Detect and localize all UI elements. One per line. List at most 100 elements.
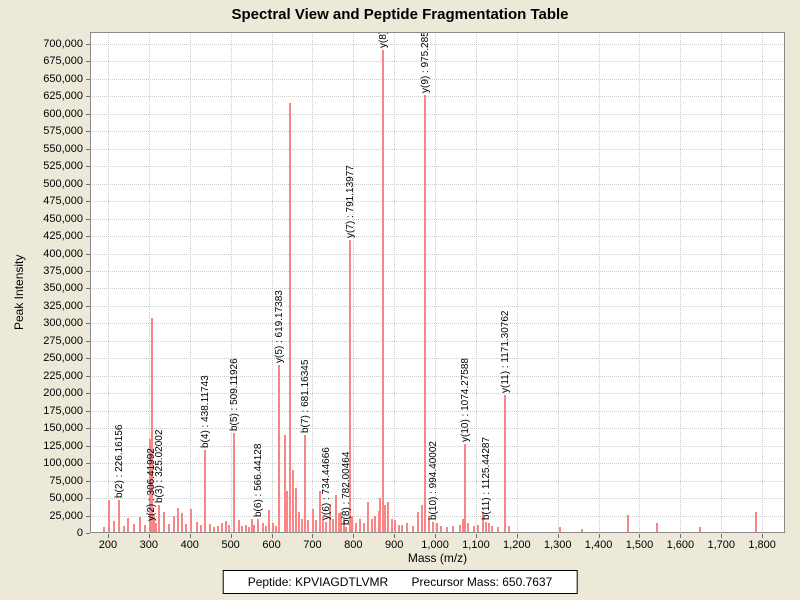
tick-mark	[516, 534, 518, 538]
gridline	[90, 43, 785, 45]
peak	[268, 509, 270, 533]
tick-mark	[148, 534, 150, 538]
peak	[351, 515, 353, 533]
peak	[436, 522, 438, 533]
peak	[401, 524, 403, 533]
peak	[127, 518, 129, 533]
peak	[257, 519, 259, 533]
tick-mark	[86, 61, 90, 63]
peak	[275, 526, 277, 533]
peak	[482, 512, 484, 533]
peak	[485, 521, 487, 533]
y-tick-label: 50,000	[49, 492, 83, 505]
peak	[382, 50, 384, 533]
gridline	[90, 410, 785, 412]
gridline	[394, 32, 396, 533]
gridline	[90, 113, 785, 115]
gridline	[189, 32, 191, 533]
gridline	[639, 32, 641, 533]
tick-mark	[312, 534, 314, 538]
tick-mark	[557, 534, 559, 538]
plot-area[interactable]: b(2) : 226.16156 y(2) : 306.41992 b(3) : 3…	[90, 32, 785, 533]
tick-mark	[721, 534, 723, 538]
peak	[241, 526, 243, 533]
peak	[123, 526, 125, 533]
tick-mark	[107, 534, 109, 538]
peak	[322, 515, 324, 533]
y-tick-label: 225,000	[43, 369, 83, 382]
peak	[151, 318, 153, 533]
peak	[155, 523, 157, 533]
x-tick-label: 600	[262, 539, 281, 551]
y-tick-label: 25,000	[49, 509, 83, 522]
y-tick-label: 125,000	[43, 439, 83, 452]
peak	[491, 526, 493, 533]
y-tick-label: 0	[76, 527, 83, 539]
peak	[103, 527, 105, 533]
tick-mark	[86, 410, 90, 412]
peak	[295, 487, 297, 533]
x-tick-label: 1,000	[421, 539, 449, 551]
tick-mark	[86, 463, 90, 465]
peak	[384, 505, 386, 533]
peak	[113, 521, 115, 533]
peak	[417, 512, 419, 533]
peak	[278, 365, 280, 533]
peptide-info-box: Peptide: KPVIAGDTLVMR Precursor Mass: 65…	[222, 570, 578, 594]
gridline	[90, 463, 785, 465]
peak	[196, 521, 198, 533]
gridline	[90, 393, 785, 395]
peak	[163, 512, 165, 533]
peak	[144, 524, 146, 533]
tick-mark	[86, 323, 90, 325]
tick-mark	[86, 498, 90, 500]
tick-mark	[86, 515, 90, 517]
gridline	[90, 480, 785, 482]
x-tick-label: 400	[180, 539, 199, 551]
gridline	[90, 428, 785, 430]
gridline	[557, 32, 559, 533]
tick-mark	[86, 375, 90, 377]
peak	[755, 512, 757, 533]
y-tick-label: 650,000	[43, 72, 83, 85]
peak	[421, 505, 423, 533]
peak	[504, 394, 506, 533]
peak	[248, 526, 250, 533]
peak	[139, 516, 141, 533]
peak-label: y(10) : 1074.27588	[460, 357, 471, 442]
peak-label: b(7) : 681.16345	[300, 359, 311, 434]
x-tick-label: 1,300	[543, 539, 572, 551]
y-tick-label: 350,000	[43, 282, 83, 295]
peak	[245, 525, 247, 533]
peak	[312, 508, 314, 533]
peak-label: y(6) : 734.44666	[321, 446, 332, 520]
tick-mark	[86, 96, 90, 98]
peak	[446, 527, 448, 533]
tick-mark	[435, 534, 437, 538]
y-tick-label: 200,000	[43, 387, 83, 400]
peak	[367, 501, 369, 533]
tick-mark	[86, 166, 90, 168]
gridline	[148, 32, 150, 533]
x-tick-label: 500	[221, 539, 240, 551]
x-tick-label: 1,500	[625, 539, 654, 551]
y-tick-label: 600,000	[43, 107, 83, 120]
peak	[464, 443, 466, 533]
peak	[412, 526, 414, 533]
peak	[627, 514, 629, 533]
gridline	[90, 131, 785, 133]
gridline	[90, 305, 785, 307]
tick-mark	[189, 534, 191, 538]
peak	[332, 519, 334, 533]
x-tick-label: 1,800	[748, 539, 776, 551]
peak	[581, 528, 583, 533]
tick-mark	[353, 534, 355, 538]
peak-label: y(7) : 791.13977	[345, 165, 356, 239]
peak	[181, 512, 183, 533]
peak	[325, 521, 327, 533]
x-tick-label: 1,700	[707, 539, 735, 551]
gridline	[90, 515, 785, 517]
peak	[345, 527, 347, 533]
peak	[108, 500, 110, 533]
x-tick-label: 200	[98, 539, 118, 551]
